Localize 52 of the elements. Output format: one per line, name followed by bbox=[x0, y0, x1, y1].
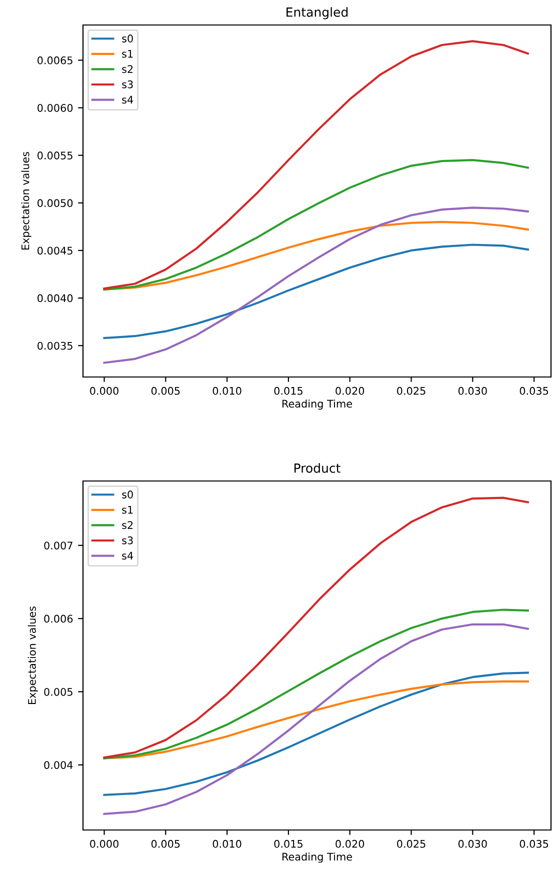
y-axis-title: Expectation values bbox=[28, 606, 38, 704]
y-axis-title: Expectation values bbox=[21, 152, 32, 250]
legend-label: s4 bbox=[122, 96, 134, 104]
line-series bbox=[103, 623, 529, 815]
x-tick-label: 0.000 bbox=[90, 840, 118, 848]
x-tick-label: 0.035 bbox=[520, 840, 548, 848]
y-tick-label: 0.0045 bbox=[38, 246, 72, 255]
line-series bbox=[103, 496, 529, 759]
x-tick-label: 0.010 bbox=[212, 840, 242, 848]
x-axis-title: Reading Time bbox=[282, 400, 352, 410]
y-tick-label: 0.005 bbox=[44, 688, 72, 696]
legend-label: s1 bbox=[122, 50, 133, 58]
y-tick-label: 0.0050 bbox=[38, 199, 73, 208]
x-tick-label: 0.035 bbox=[520, 386, 548, 395]
chart-title: Product bbox=[294, 463, 340, 473]
x-tick-label: 0.020 bbox=[336, 386, 364, 395]
x-tick-label: 0.030 bbox=[458, 386, 487, 395]
y-tick-label: 0.004 bbox=[44, 761, 73, 769]
legend-label: s4 bbox=[122, 552, 134, 560]
y-tick-label: 0.007 bbox=[44, 542, 72, 550]
y-tick-label: 0.006 bbox=[44, 614, 73, 623]
x-tick-label: 0.025 bbox=[397, 840, 426, 848]
legend-label: s0 bbox=[122, 34, 133, 42]
legend-label: s2 bbox=[122, 65, 133, 74]
x-tick-label: 0.010 bbox=[212, 386, 242, 395]
legend-label: s2 bbox=[122, 521, 133, 530]
line-series bbox=[103, 244, 529, 340]
x-tick-label: 0.015 bbox=[274, 386, 302, 395]
legend-label: s3 bbox=[122, 536, 133, 544]
line-series bbox=[103, 206, 529, 364]
x-tick-label: 0.005 bbox=[151, 840, 180, 848]
x-tick-label: 0.005 bbox=[151, 386, 180, 395]
line-series bbox=[103, 680, 529, 760]
x-tick-label: 0.000 bbox=[90, 386, 118, 395]
y-tick-label: 0.0035 bbox=[38, 342, 72, 350]
chart-title: Entangled bbox=[286, 7, 348, 20]
x-tick-label: 0.020 bbox=[336, 840, 364, 848]
legend-label: s1 bbox=[122, 506, 133, 514]
y-tick-label: 0.0055 bbox=[38, 152, 72, 160]
x-tick-label: 0.015 bbox=[274, 840, 302, 848]
line-series bbox=[103, 220, 529, 291]
line-series bbox=[103, 672, 529, 796]
x-axis-title: Reading Time bbox=[282, 852, 352, 863]
line-series bbox=[103, 159, 529, 291]
line-series bbox=[103, 608, 529, 760]
x-tick-label: 0.025 bbox=[397, 386, 426, 395]
y-tick-label: 0.0040 bbox=[38, 294, 73, 302]
x-tick-label: 0.030 bbox=[458, 840, 487, 848]
y-tick-label: 0.0065 bbox=[38, 56, 72, 64]
legend-label: s3 bbox=[122, 80, 133, 88]
legend-label: s0 bbox=[122, 490, 133, 498]
y-tick-label: 0.0060 bbox=[38, 104, 73, 112]
